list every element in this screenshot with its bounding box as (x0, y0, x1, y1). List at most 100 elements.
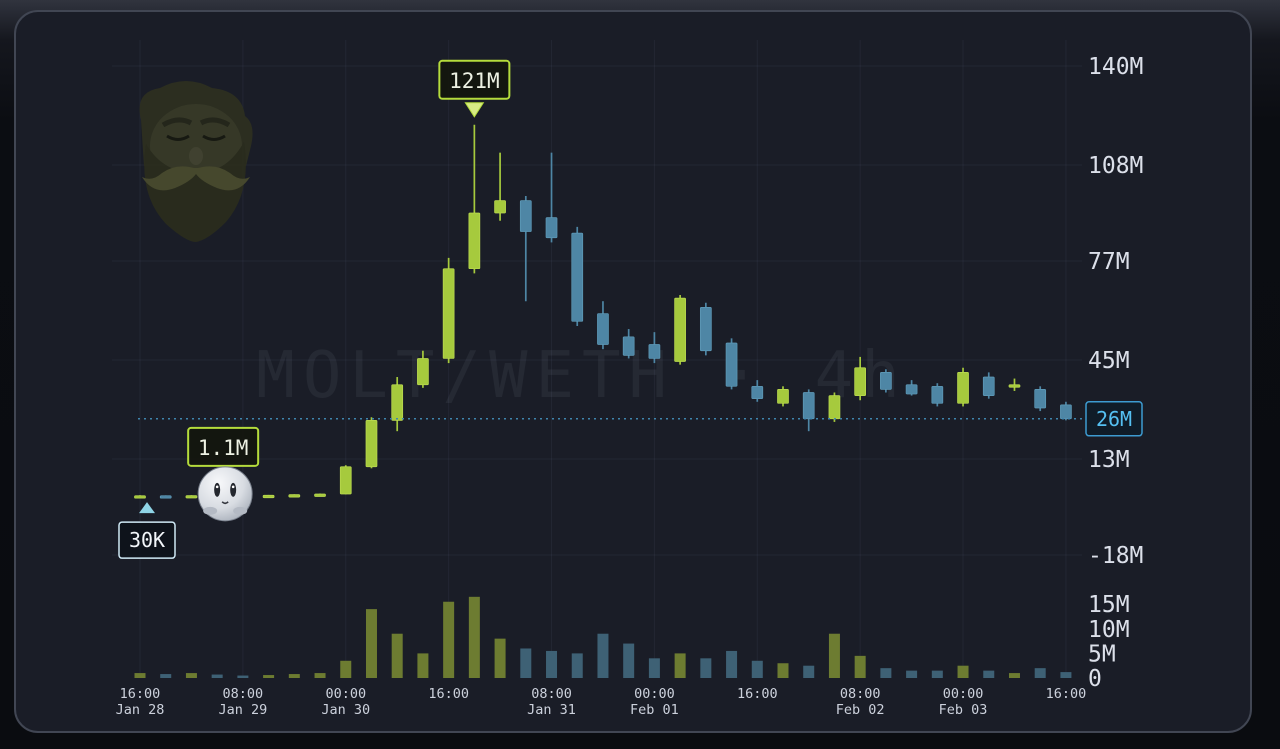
entry-callout (187, 426, 260, 467)
candle-up (314, 493, 326, 497)
volume-bar (674, 653, 686, 678)
time-axis-label: 00:00 (943, 686, 984, 702)
current-price-label: 26M (1096, 407, 1132, 431)
time-axis-label: 00:00 (634, 686, 675, 702)
volume-bar (854, 655, 866, 678)
time-axis-label: 16:00 (737, 686, 778, 702)
pair-watermark: MOLT/WETH · 4h (256, 339, 907, 413)
price-axis-label: 108M (1088, 153, 1143, 179)
candle-up (391, 384, 404, 421)
time-axis-label: 08:00 (840, 686, 881, 702)
candle-down (982, 376, 995, 396)
date-axis-label: Feb 02 (836, 702, 885, 718)
volume-bar (931, 670, 943, 678)
volume-bar (1008, 673, 1020, 678)
date-axis-label: Jan 29 (218, 702, 267, 718)
price-axis-label: 140M (1088, 54, 1143, 80)
volume-bar (880, 668, 892, 678)
candle-down (159, 495, 172, 499)
candle-down (880, 372, 892, 390)
candle-down (751, 385, 764, 400)
buy-callout (118, 521, 176, 559)
volume-bar (803, 665, 815, 678)
candle-up (468, 212, 481, 270)
volume-bar (1060, 672, 1072, 678)
volume-bar (648, 658, 660, 678)
grid-layer (112, 40, 1082, 678)
volume-bar (468, 596, 480, 678)
candle-up (674, 297, 686, 362)
time-axis-label: 16:00 (120, 686, 161, 702)
volume-axis-label: 0 (1088, 666, 1102, 692)
candle-up (828, 395, 841, 420)
volume-bar (160, 674, 172, 678)
candle-up (417, 358, 429, 386)
candle-up (134, 495, 146, 499)
entry-avatar-icon (197, 466, 253, 522)
volume-axis-label: 10M (1088, 617, 1130, 643)
candle-up (262, 494, 275, 499)
candle-up (185, 495, 198, 499)
volume-bar (777, 663, 789, 678)
price-axis-label: 45M (1088, 348, 1130, 374)
price-axis-label: -18M (1088, 543, 1143, 569)
volume-bar (365, 609, 377, 678)
candle-up (957, 372, 969, 404)
volume-bar (983, 670, 995, 678)
candle-up (494, 200, 506, 214)
volume-bar (597, 633, 609, 678)
volume-bar (288, 674, 300, 678)
peak-callout (438, 59, 511, 100)
volume-bar (237, 675, 249, 678)
mascot-logo-icon (139, 81, 253, 242)
candle-down (571, 232, 584, 322)
volume-bar (340, 660, 352, 678)
peak-callout-label: 121M (449, 69, 500, 93)
volume-bar (314, 673, 326, 678)
volume-bar (211, 674, 223, 678)
current-price-tag (1085, 401, 1143, 437)
volume-bar (185, 673, 197, 678)
candle-down (802, 392, 815, 420)
volume-bar (494, 638, 506, 678)
candle-down (931, 385, 944, 404)
volume-bar (391, 633, 403, 678)
buy-marker-arrow-icon (139, 502, 155, 514)
date-axis-label: Jan 31 (527, 702, 576, 718)
volume-bar (906, 670, 918, 678)
candle-down (725, 342, 738, 387)
volume-bar (520, 648, 532, 678)
peak-marker-arrow-icon (464, 102, 485, 118)
candle-down (622, 336, 635, 356)
candle-down (648, 344, 661, 359)
volume-bar (263, 675, 275, 678)
candle-down (1034, 389, 1047, 409)
time-axis-label: 00:00 (325, 686, 366, 702)
buy-callout-label: 30K (129, 528, 165, 552)
time-axis-label: 08:00 (531, 686, 572, 702)
volume-bar (751, 660, 763, 678)
volume-bar (1034, 668, 1046, 678)
volume-bar (546, 650, 558, 678)
series-layer (134, 124, 1072, 678)
volume-bar (417, 653, 429, 678)
candle-up (777, 389, 789, 404)
time-axis-label: 16:00 (428, 686, 469, 702)
candle-down (905, 384, 918, 395)
date-axis-label: Jan 28 (116, 702, 165, 718)
volume-axis-label: 15M (1088, 592, 1130, 618)
volume-bar (726, 650, 738, 678)
candle-down (597, 313, 609, 345)
time-axis-label: 08:00 (223, 686, 264, 702)
time-axis-label: 16:00 (1046, 686, 1087, 702)
price-axis-label: 13M (1088, 447, 1130, 473)
volume-bar (443, 601, 455, 678)
candle-up (288, 494, 301, 498)
candle-down (545, 217, 558, 239)
volume-axis-label: 5M (1088, 641, 1116, 667)
volume-bar (571, 653, 583, 678)
candle-up (1008, 384, 1021, 388)
price-axis-label: 77M (1088, 249, 1130, 275)
candle-up (339, 466, 352, 495)
